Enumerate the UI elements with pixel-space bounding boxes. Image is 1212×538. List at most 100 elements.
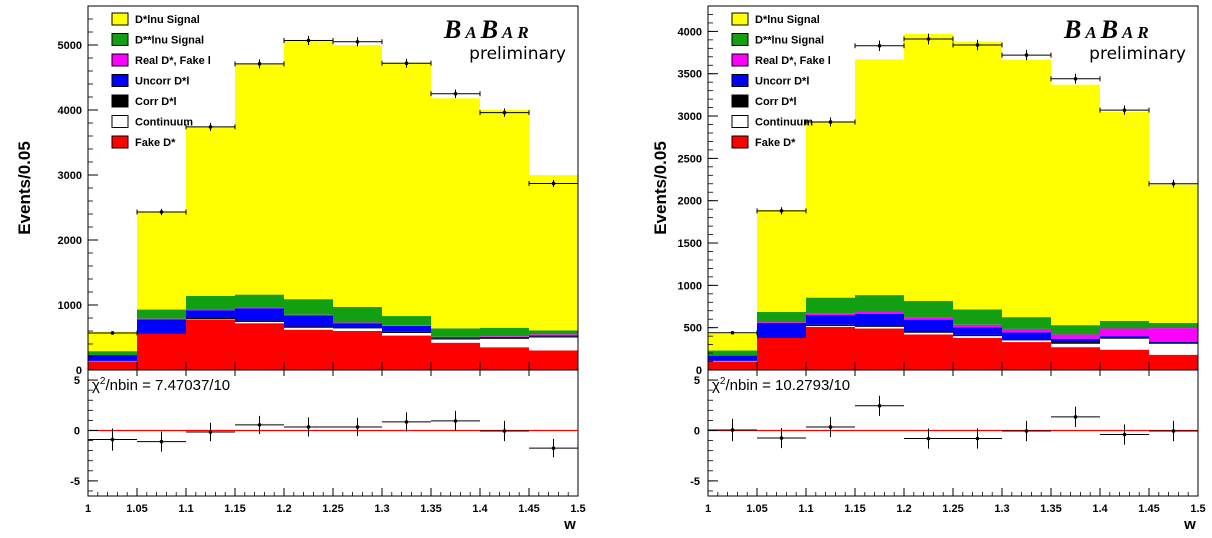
bar-dstarstar-bin-6	[333, 307, 382, 323]
x-tick-label: 1.3	[374, 503, 389, 515]
residual-marker	[1123, 433, 1127, 437]
legend-swatch-realfake	[112, 54, 128, 66]
bar-realfake-bin-9	[480, 336, 529, 337]
legend-label-dstarstar: D**lnu Signal	[135, 35, 204, 47]
bar-corr-bin-10	[529, 336, 578, 337]
data-point-marker	[731, 331, 735, 335]
x-tick-label: 1.2	[276, 503, 291, 515]
legend-label-dstarstar: D**lnu Signal	[755, 35, 824, 47]
bar-signal-bin-8	[431, 98, 480, 328]
legend-swatch-dstarstar	[732, 34, 748, 46]
bar-realfake-bin-4	[855, 312, 904, 314]
data-point-marker	[780, 209, 784, 213]
legend-label-signal: D*lnu Signal	[135, 14, 200, 26]
bar-corr-bin-6	[333, 327, 382, 328]
data-point-marker	[878, 44, 882, 48]
bar-dstarstar-bin-9	[480, 328, 529, 336]
bar-fake-bin-5	[904, 334, 953, 370]
data-point-bin-8	[431, 90, 480, 98]
legend-label-fake: Fake D*	[135, 137, 176, 149]
x-tick-label: 1.25	[942, 503, 963, 515]
bar-fake-bin-4	[855, 329, 904, 370]
bar-dstarstar-bin-8	[431, 328, 480, 336]
bar-realfake-bin-3	[186, 310, 235, 311]
bar-fake-bin-7	[382, 336, 431, 370]
residual-marker	[307, 425, 311, 429]
data-point-bin-8	[1051, 74, 1100, 84]
bar-corr-bin-7	[1002, 339, 1051, 340]
bar-corr-bin-2	[137, 333, 186, 334]
legend-swatch-realfake	[732, 54, 748, 66]
bar-realfake-bin-8	[1051, 334, 1100, 338]
bar-signal-bin-2	[757, 210, 806, 312]
bar-uncorr-bin-3	[186, 310, 235, 318]
data-point-marker	[405, 61, 409, 65]
bar-corr-bin-4	[855, 326, 904, 327]
bar-continuum-bin-4	[855, 327, 904, 329]
data-point-marker	[1074, 77, 1078, 81]
bar-continuum-bin-8	[1051, 344, 1100, 347]
bar-dstarstar-bin-7	[382, 316, 431, 325]
bar-realfake-bin-3	[806, 314, 855, 315]
bar-uncorr-bin-8	[1051, 339, 1100, 342]
bar-dstarstar-bin-8	[1051, 325, 1100, 334]
bar-uncorr-bin-6	[333, 323, 382, 327]
data-point-bin-6	[333, 37, 382, 46]
bar-uncorr-bin-7	[1002, 332, 1051, 339]
bar-dstarstar-bin-10	[529, 330, 578, 334]
x-tick-label: 1.05	[746, 503, 767, 515]
x-tick-label: 1.5	[1190, 503, 1205, 515]
bar-continuum-bin-9	[480, 339, 529, 347]
data-point-marker	[503, 111, 507, 115]
bar-uncorr-bin-10	[529, 336, 578, 337]
residual-marker	[1172, 429, 1176, 433]
x-tick-label: 1.15	[224, 503, 245, 515]
bar-realfake-bin-6	[953, 325, 1002, 328]
data-point-marker	[552, 182, 556, 186]
bar-realfake-bin-6	[333, 323, 382, 324]
x-tick-label: 1.2	[896, 503, 911, 515]
bar-uncorr-bin-5	[284, 315, 333, 326]
residual-marker	[454, 419, 458, 423]
residual-marker	[552, 446, 556, 450]
legend-label-realfake: Real D*, Fake l	[135, 55, 211, 67]
y-axis-label: Events/0.05	[651, 141, 670, 235]
legend-label-uncorr: Uncorr D*l	[755, 76, 809, 88]
data-point-marker	[356, 40, 360, 44]
bar-realfake-bin-2	[757, 322, 806, 323]
y-tick-label: 3500	[678, 69, 702, 81]
residual-y-tick-label: 0	[74, 425, 80, 437]
bar-corr-bin-8	[1051, 342, 1100, 344]
bar-corr-bin-3	[806, 325, 855, 326]
bar-realfake-bin-8	[431, 337, 480, 338]
bar-corr-bin-5	[284, 326, 333, 327]
x-tick-label: 1.4	[1092, 503, 1108, 515]
bar-corr-bin-3	[186, 318, 235, 319]
x-tick-label: 1.3	[994, 503, 1009, 515]
bar-corr-bin-9	[1100, 337, 1149, 338]
residual-marker	[209, 430, 213, 434]
y-tick-label: 1500	[678, 238, 702, 250]
bar-signal-bin-8	[1051, 85, 1100, 325]
bar-realfake-bin-9	[1100, 329, 1149, 337]
bar-signal-bin-1	[708, 334, 757, 351]
bar-realfake-bin-10	[1149, 328, 1198, 342]
bar-uncorr-bin-4	[855, 314, 904, 326]
data-point-marker	[258, 62, 262, 66]
bar-realfake-bin-2	[137, 319, 186, 320]
bar-realfake-bin-7	[1002, 329, 1051, 332]
bar-corr-bin-9	[480, 338, 529, 339]
legend-swatch-uncorr	[112, 75, 128, 87]
legend-label-uncorr: Uncorr D*l	[135, 76, 189, 88]
y-tick-label: 1000	[678, 280, 702, 292]
x-tick-label: 1	[85, 503, 91, 515]
bar-fake-bin-3	[186, 319, 235, 370]
bar-signal-bin-4	[235, 65, 284, 295]
residual-marker	[1074, 415, 1078, 419]
bar-uncorr-bin-2	[137, 319, 186, 333]
